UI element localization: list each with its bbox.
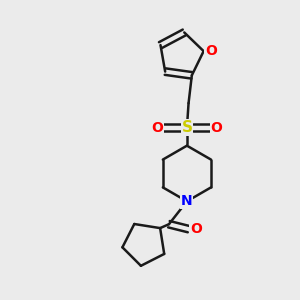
Text: O: O [205, 44, 217, 58]
Text: O: O [190, 222, 202, 236]
Text: N: N [181, 194, 193, 208]
Text: S: S [182, 120, 192, 135]
Text: O: O [210, 121, 222, 135]
Text: O: O [152, 121, 164, 135]
